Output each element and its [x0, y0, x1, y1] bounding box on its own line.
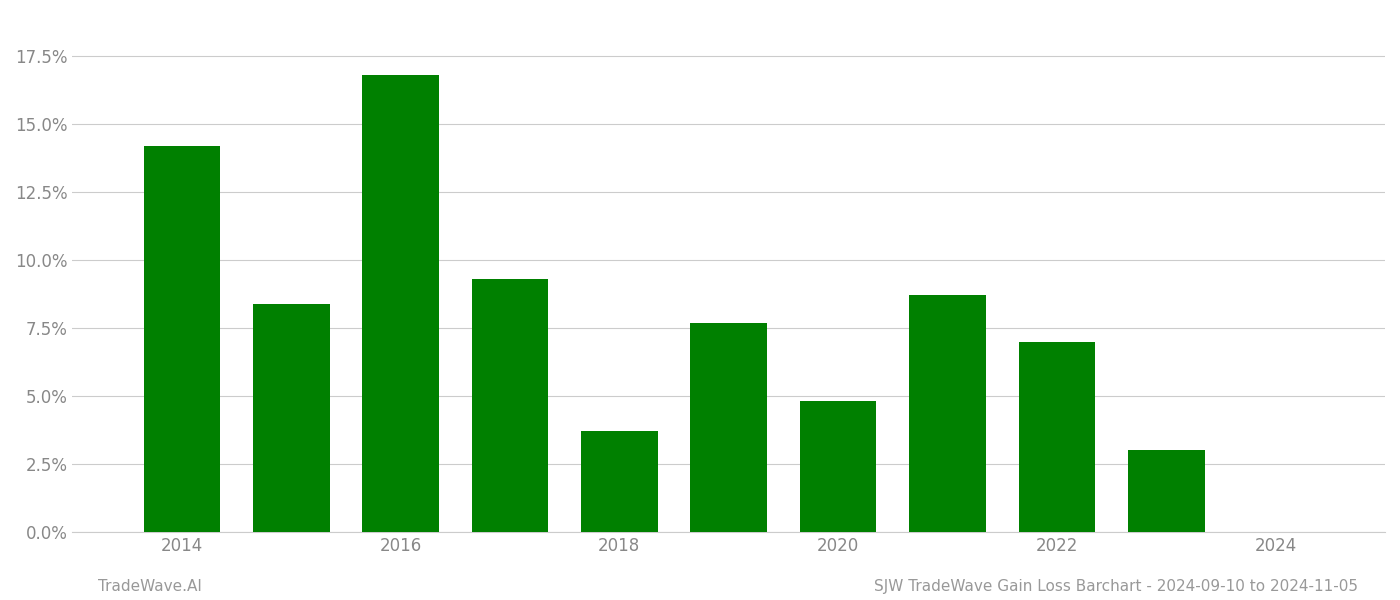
Bar: [363, 75, 438, 532]
Bar: [144, 146, 220, 532]
Bar: [472, 279, 549, 532]
Bar: [909, 295, 986, 532]
Text: SJW TradeWave Gain Loss Barchart - 2024-09-10 to 2024-11-05: SJW TradeWave Gain Loss Barchart - 2024-…: [874, 579, 1358, 594]
Bar: [799, 401, 876, 532]
Text: TradeWave.AI: TradeWave.AI: [98, 579, 202, 594]
Bar: [253, 304, 329, 532]
Bar: [581, 431, 658, 532]
Bar: [1019, 341, 1095, 532]
Bar: [1128, 451, 1204, 532]
Bar: [690, 323, 767, 532]
